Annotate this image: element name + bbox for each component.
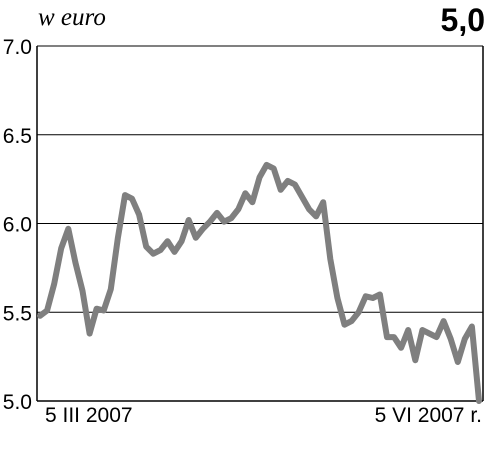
series-group xyxy=(37,161,482,404)
y-tick-label: 6.0 xyxy=(3,214,32,237)
current-value: 5,0 xyxy=(440,2,485,38)
y-tick-label: 7.0 xyxy=(3,36,32,59)
y-axis-ticks: 7.0 6.5 6.0 5.5 5.0 xyxy=(3,36,32,414)
y-tick-label: 5.0 xyxy=(3,391,32,414)
x-start-label: 5 III 2007 xyxy=(45,404,133,427)
gridlines xyxy=(37,45,483,313)
y-tick-label: 6.5 xyxy=(3,125,32,148)
series-line xyxy=(37,161,482,404)
y-tick-label: 5.5 xyxy=(3,302,32,325)
unit-label: w euro xyxy=(38,4,106,31)
x-end-label: 5 VI 2007 r. xyxy=(374,404,482,427)
